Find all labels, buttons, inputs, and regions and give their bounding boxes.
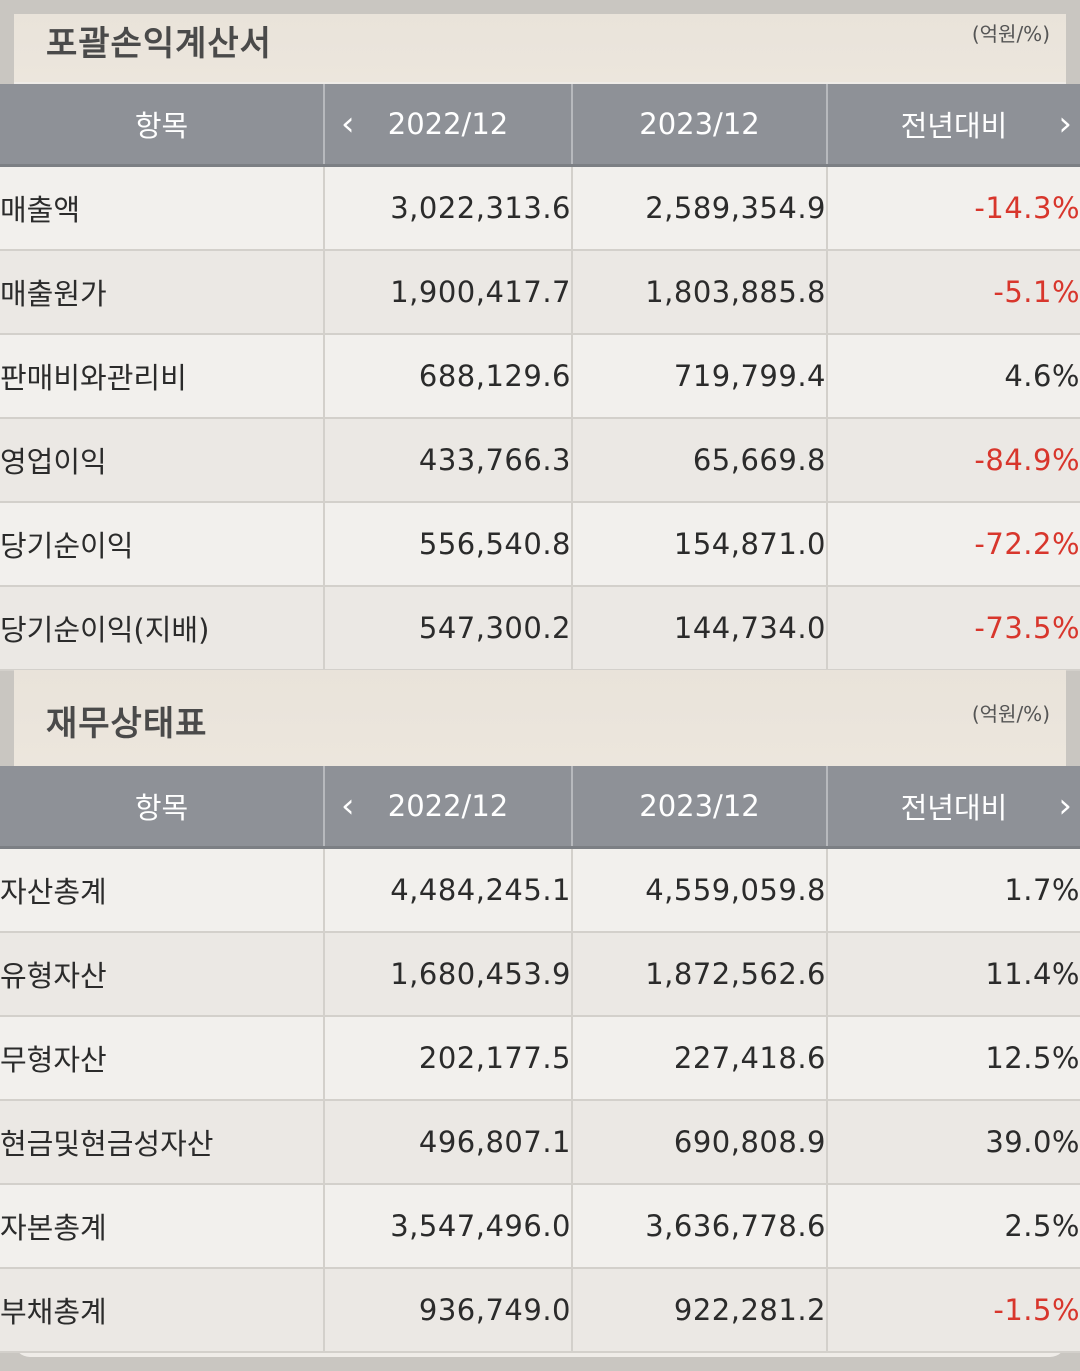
value-2023: 1,803,885.8 (572, 250, 828, 335)
row-label: 현금및현금성자산 (0, 1100, 325, 1185)
yoy-change: -73.5% (827, 586, 1080, 671)
chevron-left-icon[interactable]: ‹ (341, 104, 355, 144)
value-2022: 433,766.3 (324, 418, 573, 503)
row-label: 당기순이익(지배) (0, 586, 325, 671)
value-2022: 1,680,453.9 (324, 932, 573, 1017)
value-2022: 688,129.6 (324, 334, 573, 419)
col-2023-label: 2023/12 (639, 789, 760, 823)
yoy-change: -1.5% (827, 1268, 1080, 1353)
income-col-2023: 2023/12 (572, 84, 828, 167)
table-row[interactable]: 매출원가 1,900,417.7 1,803,885.8 -5.1% (0, 250, 1080, 335)
value-2022: 556,540.8 (324, 502, 573, 587)
col-item-label: 항목 (134, 109, 189, 143)
income-section-header: 포괄손익계산서 (억원/%) (14, 14, 1066, 82)
yoy-change: -5.1% (827, 250, 1080, 335)
value-2023: 2,589,354.9 (572, 165, 828, 251)
yoy-change: 12.5% (827, 1016, 1080, 1101)
balance-col-2023: 2023/12 (572, 766, 828, 849)
col-2022-label: 2022/12 (387, 107, 509, 141)
balance-col-yoy: 전년대비 › (827, 766, 1080, 849)
value-2022: 547,300.2 (324, 586, 573, 671)
value-2022: 936,749.0 (324, 1268, 573, 1353)
row-label: 매출원가 (0, 250, 325, 335)
balance-header-row: 항목 ‹ 2022/12 2023/12 전년대비 › (0, 766, 1080, 849)
income-col-2022: ‹ 2022/12 (324, 84, 573, 167)
chevron-right-icon[interactable]: › (1058, 104, 1072, 144)
value-2023: 154,871.0 (572, 502, 828, 587)
col-yoy-label: 전년대비 (900, 109, 1008, 143)
income-table: 항목 ‹ 2022/12 2023/12 전년대비 › 매출액 3,022,313… (0, 84, 1080, 671)
value-2022: 496,807.1 (324, 1100, 573, 1185)
yoy-change: -84.9% (827, 418, 1080, 503)
yoy-change: 4.6% (827, 334, 1080, 419)
table-row[interactable]: 당기순이익(지배) 547,300.2 144,734.0 -73.5% (0, 586, 1080, 671)
income-section-title: 포괄손익계산서 (46, 24, 272, 64)
row-label: 매출액 (0, 165, 325, 251)
table-row[interactable]: 매출액 3,022,313.6 2,589,354.9 -14.3% (0, 165, 1080, 251)
value-2023: 3,636,778.6 (572, 1184, 828, 1269)
table-row[interactable]: 자본총계 3,547,496.0 3,636,778.6 2.5% (0, 1184, 1080, 1269)
income-header-row: 항목 ‹ 2022/12 2023/12 전년대비 › (0, 84, 1080, 167)
balance-unit-label: (억원/%) (971, 702, 1050, 726)
value-2023: 227,418.6 (572, 1016, 828, 1101)
income-col-item: 항목 (0, 84, 325, 167)
balance-table: 항목 ‹ 2022/12 2023/12 전년대비 › 자산총계 4,484,24… (0, 766, 1080, 1353)
value-2023: 922,281.2 (572, 1268, 828, 1353)
value-2022: 3,547,496.0 (324, 1184, 573, 1269)
chevron-left-icon[interactable]: ‹ (341, 786, 355, 826)
value-2022: 202,177.5 (324, 1016, 573, 1101)
value-2023: 719,799.4 (572, 334, 828, 419)
income-unit-label: (억원/%) (971, 22, 1050, 46)
balance-section-header: 재무상태표 (억원/%) (14, 670, 1066, 766)
col-item-label: 항목 (134, 791, 189, 825)
balance-col-2022: ‹ 2022/12 (324, 766, 573, 849)
chevron-right-icon[interactable]: › (1058, 786, 1072, 826)
value-2023: 1,872,562.6 (572, 932, 828, 1017)
yoy-change: 1.7% (827, 847, 1080, 933)
value-2022: 1,900,417.7 (324, 250, 573, 335)
yoy-change: 39.0% (827, 1100, 1080, 1185)
row-label: 자본총계 (0, 1184, 325, 1269)
yoy-change: 2.5% (827, 1184, 1080, 1269)
value-2023: 65,669.8 (572, 418, 828, 503)
income-col-yoy: 전년대비 › (827, 84, 1080, 167)
row-label: 당기순이익 (0, 502, 325, 587)
col-2023-label: 2023/12 (639, 107, 760, 141)
row-label: 자산총계 (0, 847, 325, 933)
value-2023: 144,734.0 (572, 586, 828, 671)
value-2022: 4,484,245.1 (324, 847, 573, 933)
row-label: 판매비와관리비 (0, 334, 325, 419)
table-row[interactable]: 판매비와관리비 688,129.6 719,799.4 4.6% (0, 334, 1080, 419)
row-label: 영업이익 (0, 418, 325, 503)
table-row[interactable]: 당기순이익 556,540.8 154,871.0 -72.2% (0, 502, 1080, 587)
value-2022: 3,022,313.6 (324, 165, 573, 251)
value-2023: 4,559,059.8 (572, 847, 828, 933)
balance-section-title: 재무상태표 (46, 704, 208, 744)
col-yoy-label: 전년대비 (900, 791, 1008, 825)
yoy-change: -14.3% (827, 165, 1080, 251)
table-row[interactable]: 부채총계 936,749.0 922,281.2 -1.5% (0, 1268, 1080, 1353)
balance-col-item: 항목 (0, 766, 325, 849)
table-row[interactable]: 무형자산 202,177.5 227,418.6 12.5% (0, 1016, 1080, 1101)
table-row[interactable]: 현금및현금성자산 496,807.1 690,808.9 39.0% (0, 1100, 1080, 1185)
row-label: 부채총계 (0, 1268, 325, 1353)
row-label: 무형자산 (0, 1016, 325, 1101)
yoy-change: -72.2% (827, 502, 1080, 587)
col-2022-label: 2022/12 (387, 789, 509, 823)
yoy-change: 11.4% (827, 932, 1080, 1017)
value-2023: 690,808.9 (572, 1100, 828, 1185)
table-row[interactable]: 유형자산 1,680,453.9 1,872,562.6 11.4% (0, 932, 1080, 1017)
table-row[interactable]: 자산총계 4,484,245.1 4,559,059.8 1.7% (0, 847, 1080, 933)
table-row[interactable]: 영업이익 433,766.3 65,669.8 -84.9% (0, 418, 1080, 503)
row-label: 유형자산 (0, 932, 325, 1017)
